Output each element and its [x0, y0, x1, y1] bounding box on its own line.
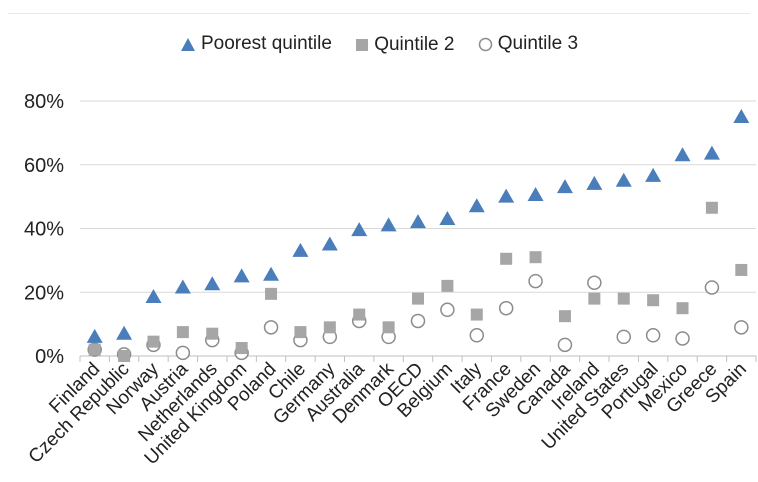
poorest-quintile-point	[586, 175, 603, 190]
quintile-3-point	[616, 329, 631, 345]
quintile-3-point	[263, 320, 279, 335]
poorest-quintile-point	[116, 325, 133, 340]
poorest-quintile-point	[410, 214, 426, 229]
quintile-2-point	[441, 279, 454, 292]
quintile-2-point	[118, 350, 131, 362]
quintile-2-point	[617, 292, 630, 305]
quintile-2-point	[265, 287, 278, 300]
legend-label-poorest: Poorest quintile	[200, 33, 332, 54]
legend: Poorest quintile Quintile 2 Quintile 3	[0, 33, 758, 58]
legend-label-quintile-2: Quintile 2	[374, 33, 455, 55]
quintile-3-point	[675, 331, 690, 346]
quintile-2-point	[176, 326, 189, 339]
triangle-marker-icon	[180, 37, 195, 51]
poorest-quintile-point	[556, 179, 573, 194]
y-tick-label: 80%	[24, 91, 64, 113]
poorest-quintile-point	[174, 279, 191, 294]
quintile-3-point	[175, 345, 191, 361]
poorest-quintile-point	[351, 222, 368, 237]
poorest-quintile-point	[145, 289, 162, 304]
legend-item-poorest: Poorest quintile	[180, 33, 332, 55]
quintile-2-point	[647, 294, 660, 307]
poorest-quintile-point	[292, 242, 309, 257]
quintile-3-point	[410, 313, 426, 329]
y-tick-label: 40%	[24, 219, 64, 241]
quintile-2-point	[705, 201, 718, 214]
quintile-2-point	[323, 321, 336, 334]
quintile-2-point	[676, 302, 689, 315]
poorest-quintile-point	[204, 276, 221, 291]
poorest-quintile-point	[645, 167, 662, 182]
poorest-quintile-point	[498, 188, 515, 203]
poorest-quintile-point	[733, 108, 750, 123]
quintile-2-point	[147, 335, 160, 348]
y-tick-label: 0%	[35, 346, 64, 368]
quintile-3-point	[734, 320, 749, 335]
poorest-quintile-point	[615, 172, 632, 187]
legend-label-quintile-3: Quintile 3	[497, 33, 579, 54]
quintile-2-point	[529, 251, 542, 264]
square-marker-icon	[356, 38, 369, 51]
poorest-quintile-point	[468, 198, 485, 213]
quintile-3-point	[469, 328, 485, 343]
quintile-3-point	[440, 302, 455, 318]
quintile-2-point	[382, 321, 395, 334]
quintile-2-point	[353, 308, 366, 321]
poorest-quintile-point	[263, 266, 280, 281]
legend-item-quintile-3: Quintile 3	[478, 33, 578, 55]
top-divider	[8, 13, 750, 14]
quintile-2-point	[294, 326, 307, 339]
y-tick-label: 20%	[24, 282, 64, 304]
quintile-3-point	[528, 273, 543, 289]
poorest-quintile-point	[233, 268, 250, 283]
legend-item-quintile-2: Quintile 2	[355, 34, 454, 56]
quintile-2-point	[558, 310, 571, 323]
quintile-2-point	[588, 292, 601, 305]
poorest-quintile-point	[439, 210, 456, 225]
quintile-3-point	[704, 280, 720, 295]
quintile-3-point	[587, 275, 602, 290]
y-tick-label: 60%	[24, 155, 64, 177]
circle-marker-icon	[478, 37, 493, 51]
poorest-quintile-point	[527, 187, 544, 202]
poorest-quintile-point	[380, 217, 397, 232]
quintile-2-point	[470, 308, 483, 321]
quintile-2-point	[235, 342, 248, 355]
poorest-quintile-point	[321, 236, 338, 251]
poorest-quintile-point	[674, 147, 691, 162]
quintile-3-point	[498, 300, 514, 316]
quintile-2-point	[412, 292, 424, 305]
poorest-quintile-point	[703, 145, 720, 160]
quintile-2-point	[500, 252, 513, 265]
poorest-quintile-point	[86, 328, 103, 343]
quintile-2-point	[88, 343, 101, 356]
quintile-3-point	[557, 337, 573, 353]
quintile-2-point	[735, 263, 748, 276]
quintile-2-point	[206, 327, 219, 340]
quintile-3-point	[645, 328, 661, 343]
